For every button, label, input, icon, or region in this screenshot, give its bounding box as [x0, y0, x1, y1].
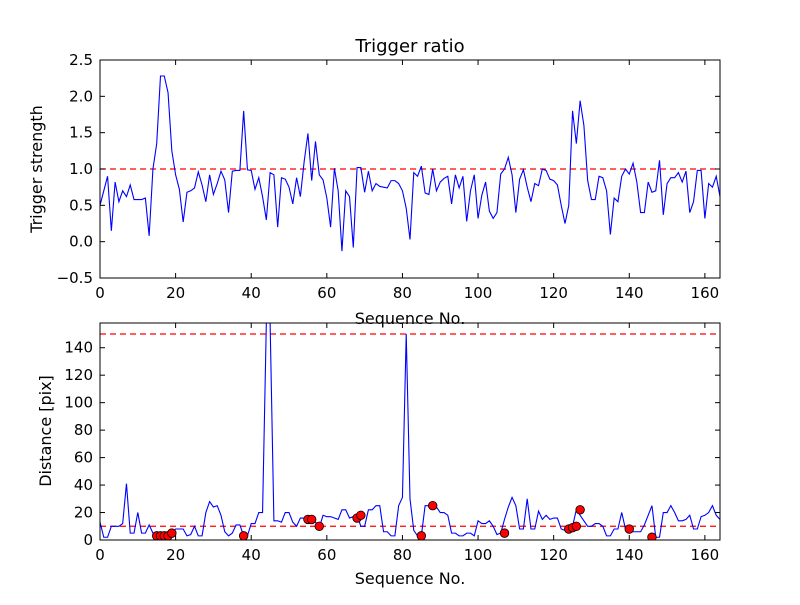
- data-point: [167, 528, 177, 538]
- data-layer: [100, 75, 720, 252]
- y-tick-label: 20: [74, 504, 93, 522]
- y-tick-label: 100: [64, 394, 93, 412]
- x-axis-label: Sequence No.: [355, 309, 466, 328]
- x-tick-label: 80: [393, 284, 412, 302]
- data-point: [356, 510, 366, 520]
- x-tick-label: 120: [539, 546, 568, 564]
- x-tick-label: 160: [691, 546, 720, 564]
- y-tick-label: 40: [74, 476, 93, 494]
- y-axis-label: Distance [pix]: [36, 375, 55, 487]
- data-point: [314, 521, 324, 531]
- data-point: [499, 528, 510, 538]
- data-point: [307, 514, 317, 525]
- x-tick-label: 140: [615, 284, 644, 302]
- data-point: [571, 521, 582, 531]
- chart-title: Trigger ratio: [354, 36, 464, 57]
- x-tick-label: 60: [317, 546, 336, 564]
- y-tick-label: 0.0: [69, 233, 93, 251]
- data-point: [238, 531, 249, 540]
- data-layer: [100, 323, 720, 540]
- data-point: [427, 500, 438, 511]
- plot-area: 0 20 40 60 80 100 120 140 160 0 20 40 60 80 100 120 140: [64, 322, 721, 564]
- x-tick-label: 0: [95, 546, 105, 564]
- y-tick-label: 0: [83, 531, 93, 549]
- y-tick-label: 60: [74, 449, 93, 467]
- y-tick-label: 2.0: [69, 87, 93, 105]
- y-axis-label: Trigger strength: [27, 105, 46, 234]
- y-tick-label: 0.5: [69, 196, 93, 214]
- x-tick-label: 120: [539, 284, 568, 302]
- data-point: [647, 532, 657, 540]
- x-tick-label: 20: [166, 284, 185, 302]
- axes-frame: [99, 322, 721, 541]
- x-tick-label: 100: [464, 284, 493, 302]
- data-point: [416, 531, 427, 540]
- series-line: [100, 323, 720, 538]
- distance-chart: Sequence No. Distance [pix] 0 20 40 60 80 100…: [36, 322, 721, 588]
- x-tick-label: 160: [691, 284, 720, 302]
- x-tick-label: 100: [464, 546, 493, 564]
- y-tick-label: 80: [74, 421, 93, 439]
- x-tick-label: 40: [242, 284, 261, 302]
- y-tick-label: 2.5: [69, 51, 93, 69]
- y-tick-label: 1.0: [69, 160, 93, 178]
- y-tick-label: −0.5: [57, 269, 93, 287]
- plot-area: 0 20 40 60 80 100 120 140 160 −0.5 0.0 0.5 1.0 1.5 2.0…: [57, 51, 721, 302]
- x-axis-label: Sequence No.: [355, 569, 466, 588]
- x-tick-label: 60: [317, 284, 336, 302]
- x-tick-label: 80: [393, 546, 412, 564]
- data-point: [575, 505, 585, 515]
- x-tick-label: 20: [166, 546, 185, 564]
- y-tick-label: 140: [64, 339, 93, 357]
- y-tick-label: 1.5: [69, 124, 93, 142]
- x-tick-label: 40: [242, 546, 261, 564]
- y-tick-label: 120: [64, 366, 93, 384]
- data-point: [624, 524, 634, 534]
- x-tick-label: 0: [95, 284, 105, 302]
- series-line: [100, 75, 720, 252]
- trigger-ratio-chart: Trigger ratio Sequence No. Trigger stren…: [27, 36, 721, 328]
- x-tick-label: 140: [615, 546, 644, 564]
